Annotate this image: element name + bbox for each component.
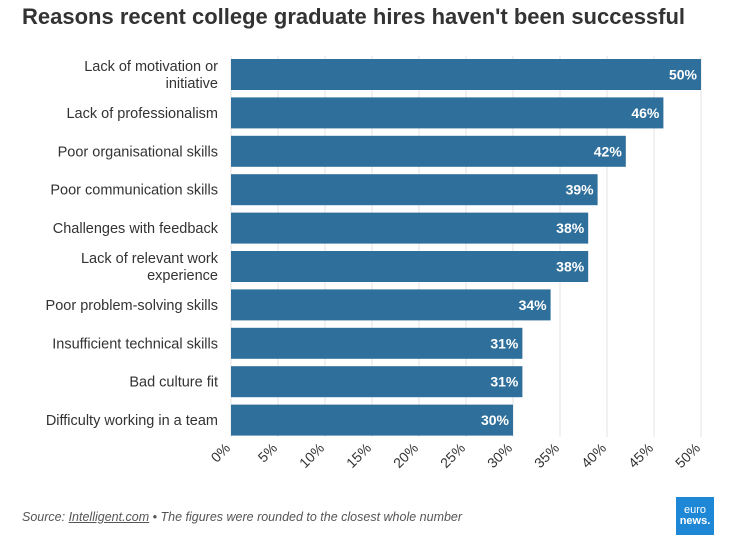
x-tick-label: 50%: [672, 440, 703, 471]
logo-line-1: euro: [683, 504, 707, 516]
x-axis-ticks: 0% 5% 10% 15% 20% 25% 30% 35% 40% 45% 50%: [207, 440, 703, 471]
bar: [231, 135, 626, 167]
bar-data-label: 38%: [556, 259, 585, 275]
x-tick-label: 0%: [207, 440, 233, 466]
bar-data-label: 42%: [594, 143, 623, 159]
bar: [231, 97, 664, 129]
source-link[interactable]: Intelligent.com: [68, 510, 150, 524]
x-tick-label: 35%: [531, 440, 562, 471]
category-label: Poor communication skills: [50, 183, 218, 199]
x-tick-label: 5%: [254, 440, 280, 466]
bar-data-label: 46%: [631, 105, 660, 121]
category-label-line: Poor problem-solving skills: [46, 298, 218, 314]
category-label: Bad culture fit: [129, 375, 218, 391]
euronews-logo[interactable]: euro news.: [676, 497, 714, 535]
x-tick-label: 25%: [437, 440, 468, 471]
x-tick-label: 45%: [625, 440, 656, 471]
category-label-line: Poor organisational skills: [58, 144, 218, 160]
bar: [231, 212, 589, 244]
x-tick-label: 10%: [296, 440, 327, 471]
bar-data-label: 31%: [490, 335, 519, 351]
bar: [231, 366, 523, 398]
category-label-line: initiative: [166, 76, 218, 92]
source-note: Source: Intelligent.com • The figures we…: [22, 510, 462, 524]
bar-data-label: 38%: [556, 220, 585, 236]
bar: [231, 289, 551, 321]
category-label: Poor organisational skills: [58, 144, 218, 160]
category-label: Lack of professionalism: [66, 106, 218, 122]
category-label-line: Bad culture fit: [129, 375, 218, 391]
category-label: Lack of relevant work experience: [81, 251, 219, 284]
x-tick-label: 30%: [484, 440, 515, 471]
data-labels: 50% 46% 42% 39% 38% 38% 34% 31% 31% 30%: [481, 67, 698, 429]
logo-line-2: news.: [679, 515, 711, 527]
category-labels: Lack of motivation or initiative Lack of p…: [46, 59, 219, 429]
x-tick-label: 20%: [390, 440, 421, 471]
category-label-line: Lack of relevant work: [81, 251, 219, 267]
bar: [231, 327, 523, 359]
bar-data-label: 34%: [519, 297, 548, 313]
bar: [231, 251, 589, 282]
bar-data-label: 31%: [490, 374, 519, 390]
category-label: Difficulty working in a team: [46, 413, 218, 429]
chart-title: Reasons recent college graduate hires ha…: [22, 4, 686, 29]
bar: [231, 59, 701, 90]
x-tick-label: 40%: [578, 440, 609, 471]
category-label-line: Difficulty working in a team: [46, 413, 218, 429]
source-suffix: • The figures were rounded to the closes…: [149, 510, 463, 524]
category-label: Poor problem-solving skills: [46, 298, 218, 314]
category-label-line: Lack of professionalism: [66, 106, 218, 122]
category-label: Insufficient technical skills: [52, 336, 218, 352]
bar-data-label: 50%: [669, 67, 698, 83]
bar-data-label: 39%: [566, 182, 595, 198]
category-label-line: Lack of motivation or: [84, 59, 218, 75]
x-tick-label: 15%: [343, 440, 374, 471]
source-prefix: Source:: [22, 510, 69, 524]
bar-data-label: 30%: [481, 412, 510, 428]
category-label-line: Challenges with feedback: [53, 221, 219, 237]
bars: [231, 59, 701, 436]
category-label: Lack of motivation or initiative: [84, 59, 218, 92]
category-label: Challenges with feedback: [53, 221, 219, 237]
bar: [231, 174, 598, 206]
category-label-line: Poor communication skills: [50, 183, 218, 199]
category-label-line: Insufficient technical skills: [52, 336, 218, 352]
category-label-line: experience: [147, 268, 218, 284]
bar: [231, 404, 513, 436]
